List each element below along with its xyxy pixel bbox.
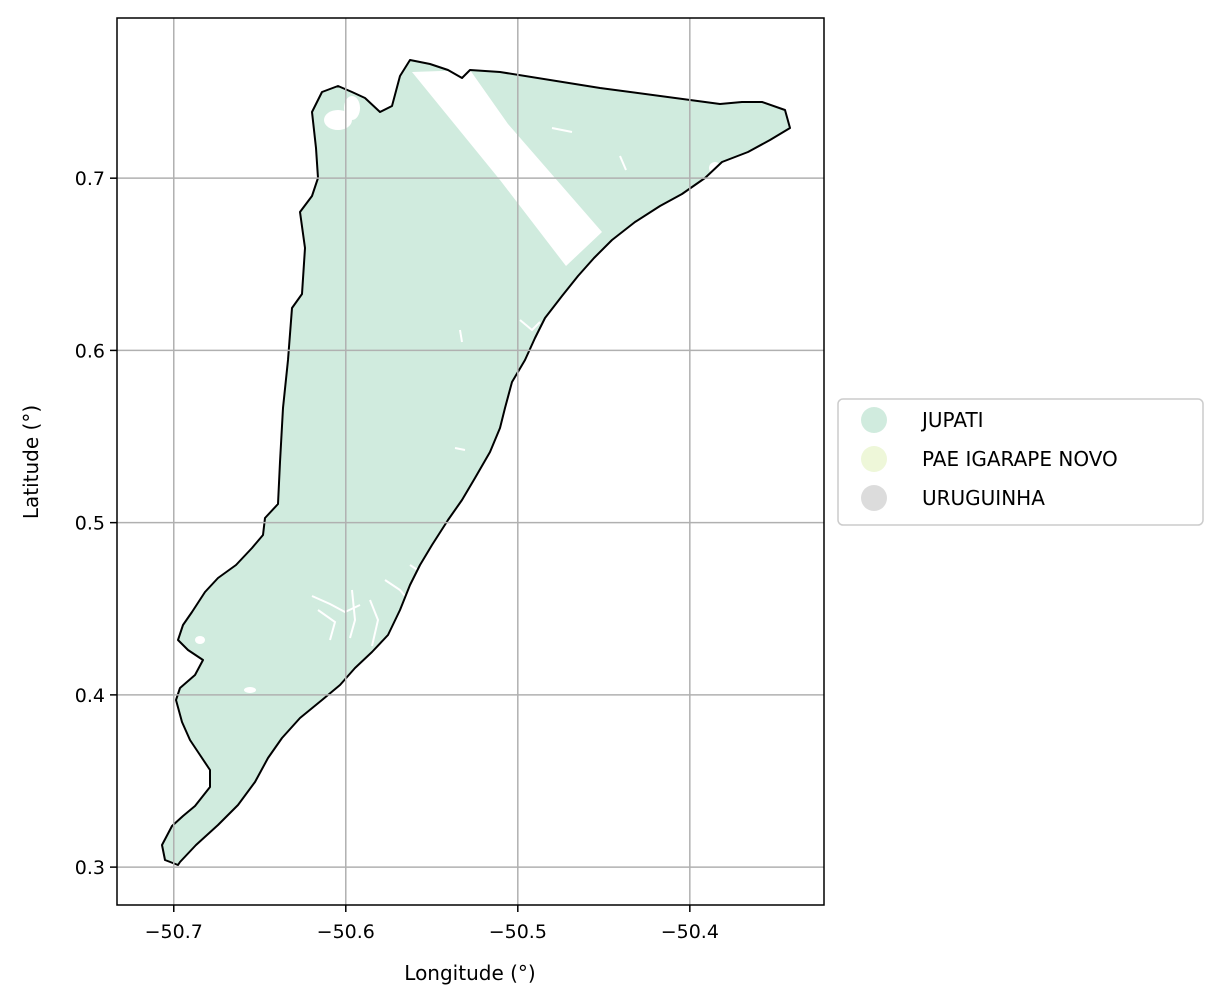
y-tick-label: 0.6 bbox=[75, 340, 105, 362]
region-outline bbox=[161, 59, 791, 866]
legend-swatch bbox=[861, 446, 887, 472]
legend-label: URUGUINHA bbox=[922, 486, 1045, 510]
legend-label: PAE IGARAPE NOVO bbox=[922, 447, 1118, 471]
grid bbox=[117, 18, 824, 905]
y-tick-label: 0.3 bbox=[75, 857, 105, 879]
axes-frame bbox=[116, 17, 825, 906]
y-axis-ticks: 0.3 0.4 0.5 0.6 0.7 bbox=[75, 168, 117, 879]
corridor-gap bbox=[412, 70, 602, 266]
x-tick-label: −50.4 bbox=[661, 921, 719, 943]
legend-swatch bbox=[861, 407, 887, 433]
river-lines bbox=[311, 127, 627, 647]
x-tick-label: −50.6 bbox=[317, 921, 375, 943]
legend: JUPATI PAE IGARAPE NOVO URUGUINHA bbox=[837, 398, 1204, 526]
y-tick-label: 0.4 bbox=[75, 685, 105, 707]
region-jupati-fill bbox=[162, 60, 790, 865]
x-axis-label: Longitude (°) bbox=[404, 961, 535, 985]
x-tick-label: −50.7 bbox=[145, 921, 203, 943]
legend-swatch bbox=[861, 485, 887, 511]
y-tick-label: 0.5 bbox=[75, 513, 105, 535]
x-tick-label: −50.5 bbox=[489, 921, 547, 943]
y-tick-label: 0.7 bbox=[75, 168, 105, 190]
x-axis-ticks: −50.7 −50.6 −50.5 −50.4 bbox=[145, 905, 719, 943]
legend-label: JUPATI bbox=[920, 408, 984, 432]
legend-frame bbox=[837, 398, 1204, 526]
y-axis-label: Latitude (°) bbox=[19, 405, 43, 519]
